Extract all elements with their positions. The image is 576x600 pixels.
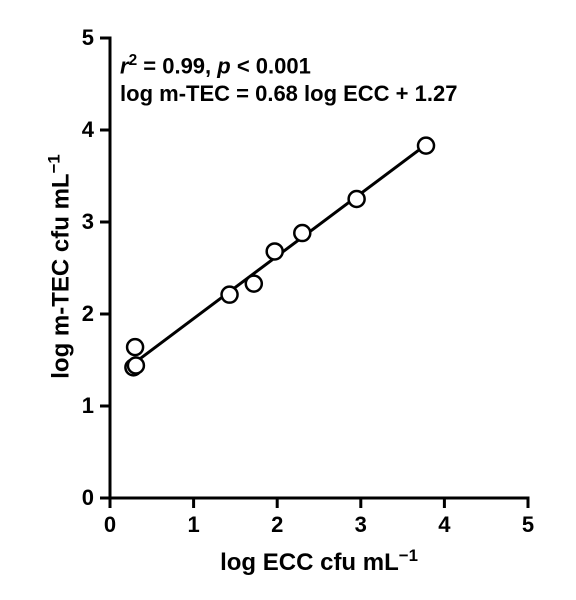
stats-annotation: r2 = 0.99, p < 0.001log m-TEC = 0.68 log… xyxy=(120,51,457,107)
x-tick-label: 5 xyxy=(508,512,548,538)
data-point xyxy=(127,339,143,355)
x-tick-label: 4 xyxy=(424,512,464,538)
y-tick-label: 2 xyxy=(82,301,94,327)
y-tick-label: 0 xyxy=(82,485,94,511)
data-point xyxy=(349,191,365,207)
data-point xyxy=(294,225,310,241)
data-point xyxy=(128,358,144,374)
y-tick-label: 1 xyxy=(82,393,94,419)
y-axis-title: log m-TEC cfu mL−1 xyxy=(45,117,76,417)
data-point xyxy=(246,276,262,292)
data-point xyxy=(222,287,238,303)
x-axis-title: log ECC cfu mL−1 xyxy=(179,546,459,577)
data-point xyxy=(418,138,434,154)
y-tick-label: 4 xyxy=(82,117,94,143)
x-tick-label: 2 xyxy=(257,512,297,538)
y-tick-label: 3 xyxy=(82,209,94,235)
x-tick-label: 3 xyxy=(341,512,381,538)
data-point xyxy=(267,243,283,259)
y-tick-label: 5 xyxy=(82,25,94,51)
x-tick-label: 1 xyxy=(174,512,214,538)
x-tick-label: 0 xyxy=(90,512,130,538)
